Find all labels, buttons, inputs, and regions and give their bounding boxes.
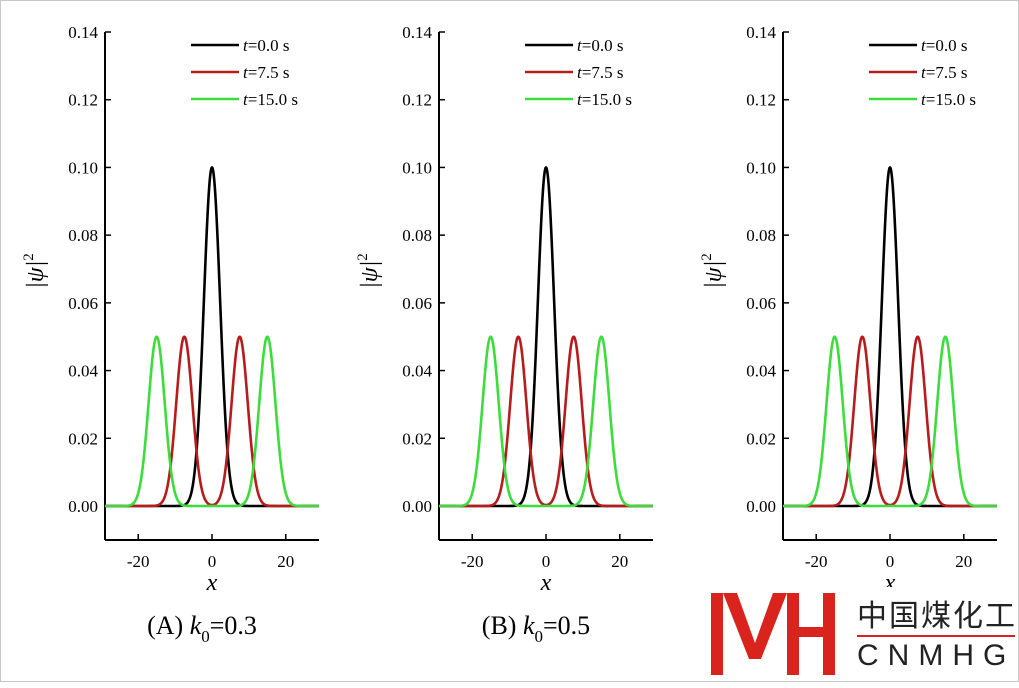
x-tick-label: 20 — [277, 552, 294, 571]
y-axis-title: |ψ|2 — [699, 253, 727, 289]
legend-label: t=15.0 s — [921, 90, 976, 109]
y-tick-label: 0.04 — [746, 362, 776, 381]
legend-label: t=15.0 s — [577, 90, 632, 109]
y-tick-label: 0.02 — [746, 429, 776, 448]
x-axis-title: x — [206, 570, 218, 596]
x-tick-label: -20 — [805, 552, 828, 571]
x-axis-title: x — [540, 570, 552, 596]
series-line-3 — [438, 335, 654, 508]
chart-panel-1: 0.00 0.02 0.04 0.06 0.08 0.10 0.12 0.14 -20 0 20 x |… — [21, 23, 320, 646]
y-tick-label: 0.02 — [68, 429, 98, 448]
legend-label: t=7.5 s — [243, 63, 289, 82]
x-tick-label: 0 — [208, 552, 217, 571]
logo-chinese-text: 中国煤化工 — [857, 599, 1017, 634]
legend-label: t=7.5 s — [577, 63, 623, 82]
chart-panel-2: 0.00 0.02 0.04 0.06 0.08 0.10 0.12 0.14 -20 0 20 x |… — [355, 23, 654, 646]
x-tick-label: 0 — [886, 552, 895, 571]
y-tick-label: 0.08 — [402, 226, 432, 245]
y-tick-label: 0.12 — [402, 91, 432, 110]
y-tick-label: 0.14 — [402, 23, 432, 42]
legend-label: t=0.0 s — [577, 36, 623, 55]
x-tick-label: -20 — [461, 552, 484, 571]
legend-label: t=15.0 s — [243, 90, 298, 109]
y-tick-label: 0.02 — [402, 429, 432, 448]
y-tick-label: 0.14 — [746, 23, 776, 42]
y-tick-label: 0.12 — [746, 91, 776, 110]
y-tick-label: 0.08 — [68, 226, 98, 245]
series-line-1 — [104, 166, 320, 508]
x-tick-label: 20 — [611, 552, 628, 571]
panel-caption: (B) k0=0.5 — [482, 611, 590, 646]
y-tick-label: 0.14 — [68, 23, 98, 42]
x-tick-label: -20 — [127, 552, 150, 571]
x-tick-label: 0 — [542, 552, 551, 571]
y-tick-label: 0.06 — [746, 294, 776, 313]
series-line-1 — [782, 166, 998, 508]
y-axis-title: |ψ|2 — [21, 253, 49, 289]
y-tick-label: 0.06 — [402, 294, 432, 313]
logo-divider — [857, 635, 1015, 637]
logo-english-text: CNMHG — [857, 639, 1016, 672]
legend-label: t=7.5 s — [921, 63, 967, 82]
y-tick-label: 0.04 — [68, 362, 98, 381]
x-tick-label: 20 — [955, 552, 972, 571]
series-line-2 — [782, 335, 998, 508]
series-line-3 — [104, 335, 320, 508]
y-tick-label: 0.10 — [68, 158, 98, 177]
legend-label: t=0.0 s — [921, 36, 967, 55]
y-axis-title: |ψ|2 — [355, 253, 383, 289]
y-tick-label: 0.00 — [746, 497, 776, 516]
chart-panel-3: 0.000.020.040.060.080.100.120.14-20 0 20x|… — [699, 23, 998, 596]
panel-caption: (A) k0=0.3 — [147, 611, 257, 646]
y-tick-label: 0.08 — [746, 226, 776, 245]
series-line-3 — [782, 335, 998, 508]
series-line-2 — [104, 335, 320, 508]
series-line-2 — [438, 335, 654, 508]
y-tick-label: 0.00 — [402, 497, 432, 516]
cnmhg-logo-icon — [711, 593, 835, 675]
y-tick-label: 0.10 — [746, 158, 776, 177]
y-tick-label: 0.04 — [402, 362, 432, 381]
watermark-logo: 中国煤化工 CNMHG — [707, 587, 1017, 679]
y-tick-label: 0.00 — [68, 497, 98, 516]
y-tick-label: 0.06 — [68, 294, 98, 313]
y-tick-label: 0.10 — [402, 158, 432, 177]
legend-label: t=0.0 s — [243, 36, 289, 55]
series-line-1 — [438, 166, 654, 508]
y-tick-label: 0.12 — [68, 91, 98, 110]
